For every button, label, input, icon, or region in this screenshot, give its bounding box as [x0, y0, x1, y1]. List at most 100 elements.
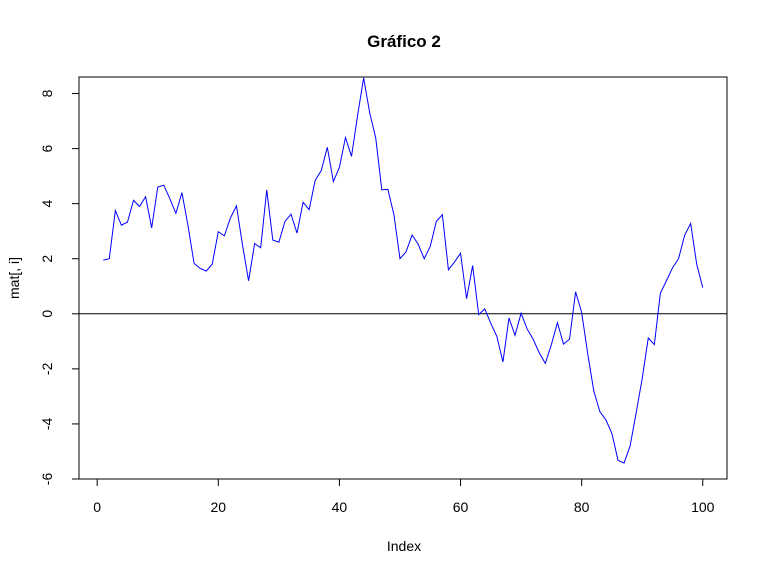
data-point: [702, 287, 703, 288]
data-point: [242, 244, 243, 245]
data-point: [424, 258, 425, 259]
data-point: [309, 209, 310, 210]
data-point: [339, 167, 340, 168]
data-point: [648, 337, 649, 338]
data-point: [630, 445, 631, 446]
series-line: [103, 77, 704, 464]
x-tick-label: 100: [691, 499, 715, 515]
y-tick-label: 2: [39, 255, 55, 263]
data-point: [599, 411, 600, 412]
data-point: [212, 264, 213, 265]
data-point: [442, 214, 443, 215]
data-point: [642, 378, 643, 379]
data-point: [502, 361, 503, 362]
data-point: [418, 244, 419, 245]
data-point: [127, 222, 128, 223]
data-point: [678, 258, 679, 259]
data-point: [296, 233, 297, 234]
data-point: [557, 322, 558, 323]
data-point: [654, 344, 655, 345]
data-point: [248, 280, 249, 281]
data-point: [563, 343, 564, 344]
y-tick-label: 8: [39, 89, 55, 97]
data-point: [466, 298, 467, 299]
data-point: [163, 185, 164, 186]
data-point: [302, 202, 303, 203]
data-point: [169, 198, 170, 199]
y-tick-label: 4: [39, 200, 55, 208]
data-point: [508, 317, 509, 318]
data-point: [527, 328, 528, 329]
data-point: [290, 214, 291, 215]
data-point: [539, 352, 540, 353]
x-tick-label: 80: [574, 499, 590, 515]
x-tick-label: 0: [93, 499, 101, 515]
data-point: [569, 339, 570, 340]
data-point: [151, 227, 152, 228]
data-point: [405, 251, 406, 252]
data-point: [460, 253, 461, 254]
data-point: [230, 217, 231, 218]
y-axis: -6 -4 -2 0 2 4 6 8: [39, 89, 80, 485]
data-point: [399, 258, 400, 259]
data-point: [575, 291, 576, 292]
data-point: [520, 313, 521, 314]
data-point: [436, 221, 437, 222]
data-point: [327, 147, 328, 148]
data-point: [345, 137, 346, 138]
data-point: [121, 225, 122, 226]
x-tick-label: 60: [453, 499, 469, 515]
data-point: [109, 258, 110, 259]
data-point: [103, 260, 104, 261]
data-point: [587, 353, 588, 354]
y-tick-label: -2: [39, 362, 55, 375]
data-point: [278, 242, 279, 243]
data-point: [284, 221, 285, 222]
data-point: [206, 271, 207, 272]
data-points: [103, 77, 704, 463]
data-point: [266, 189, 267, 190]
y-tick-label: 0: [39, 310, 55, 318]
x-axis-label: Index: [387, 538, 421, 554]
data-point: [666, 280, 667, 281]
data-point: [551, 344, 552, 345]
data-point: [363, 77, 364, 78]
data-point: [375, 138, 376, 139]
data-point: [690, 223, 691, 224]
data-point: [145, 196, 146, 197]
data-point: [260, 247, 261, 248]
data-point: [636, 412, 637, 413]
data-point: [254, 243, 255, 244]
data-point: [193, 263, 194, 264]
data-point: [315, 180, 316, 181]
data-point: [484, 308, 485, 309]
data-point: [430, 246, 431, 247]
data-point: [224, 235, 225, 236]
data-point: [181, 192, 182, 193]
data-point: [623, 462, 624, 463]
data-point: [393, 214, 394, 215]
data-point: [581, 312, 582, 313]
data-point: [157, 187, 158, 188]
x-axis: 0 20 40 60 80 100: [93, 478, 715, 515]
data-point: [387, 189, 388, 190]
data-point: [593, 390, 594, 391]
y-tick-label: -4: [39, 417, 55, 430]
data-point: [357, 115, 358, 116]
data-point: [617, 460, 618, 461]
data-point: [369, 112, 370, 113]
data-point: [478, 314, 479, 315]
data-point: [218, 231, 219, 232]
data-point: [351, 156, 352, 157]
data-point: [660, 293, 661, 294]
data-point: [115, 210, 116, 211]
data-point: [672, 267, 673, 268]
data-point: [133, 200, 134, 201]
data-point: [187, 225, 188, 226]
data-point: [514, 335, 515, 336]
data-point: [200, 268, 201, 269]
data-point: [272, 239, 273, 240]
x-tick-label: 20: [211, 499, 227, 515]
data-point: [454, 261, 455, 262]
